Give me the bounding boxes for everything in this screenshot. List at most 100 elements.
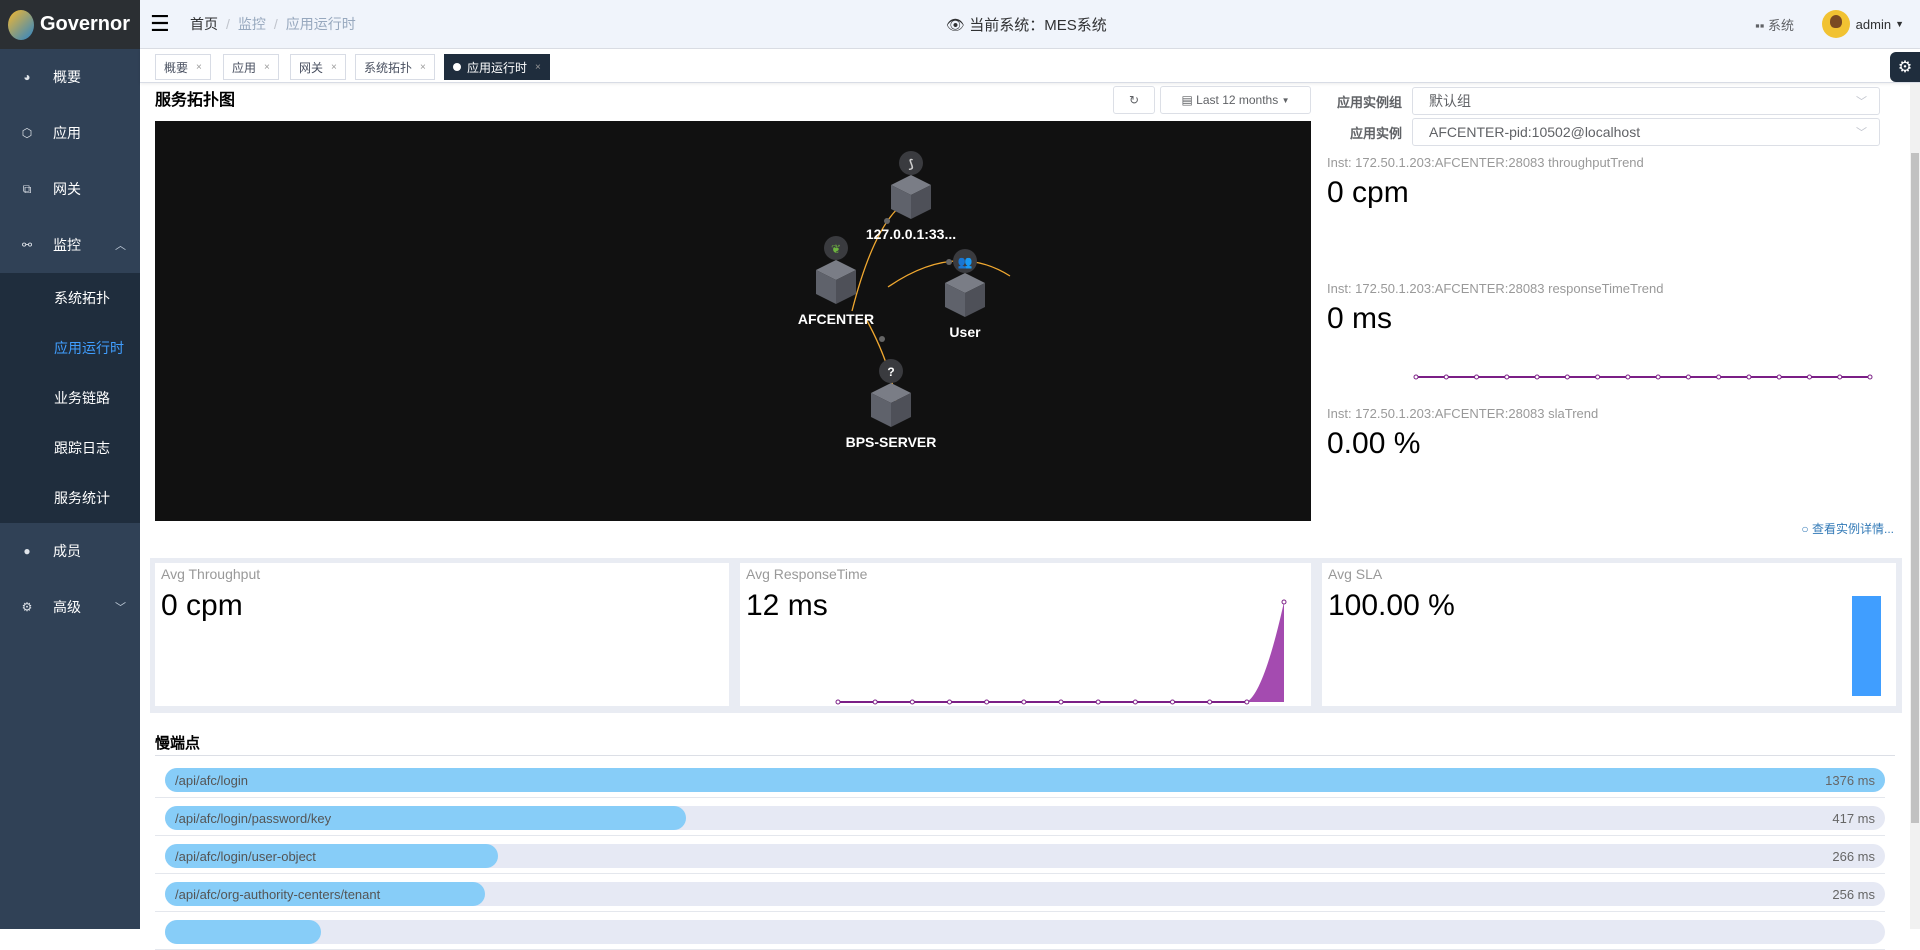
data-point	[909, 699, 915, 705]
svg-text:❦: ❦	[831, 242, 841, 256]
data-point	[1534, 374, 1540, 380]
avg-throughput-card: Avg Throughput 0 cpm	[155, 563, 729, 706]
chevron-down-icon: ﹀	[115, 602, 126, 614]
gateway-icon: ⧉	[22, 181, 32, 196]
sla-trend-value: 0.00 %	[1327, 427, 1421, 460]
endpoint-duration: 256 ms	[1832, 887, 1875, 902]
sidebar-item-app-runtime[interactable]: 应用运行时	[54, 340, 124, 356]
view-instance-details-link[interactable]: ○ 查看实例详情...	[1801, 520, 1894, 537]
logo[interactable]: Governor	[0, 0, 140, 49]
data-point	[1170, 699, 1175, 705]
select-value: 默认组	[1429, 93, 1471, 109]
breadcrumb-home[interactable]: 首页	[190, 16, 218, 32]
tab-app-runtime[interactable]: 应用运行时 ×	[444, 54, 550, 80]
sidebar-item-overview[interactable]: ◕ 概要	[0, 49, 140, 105]
instance-select[interactable]: AFCENTER-pid:10502@localhost ﹀	[1412, 118, 1880, 146]
slow-endpoint-row[interactable]: /api/afc/login/user-object 266 ms	[155, 836, 1885, 874]
tab-overview[interactable]: 概要 ×	[155, 54, 211, 80]
sidebar-item-trace-log[interactable]: 跟踪日志	[54, 440, 110, 456]
data-point	[1776, 374, 1782, 380]
tab-apps[interactable]: 应用 ×	[223, 54, 279, 80]
close-icon[interactable]: ×	[535, 61, 541, 73]
edge-afcenter-db	[851, 200, 908, 312]
svg-text:⟆: ⟆	[908, 157, 913, 171]
topology-node[interactable]: ❦ AFCENTER	[798, 236, 874, 327]
label: 网关	[53, 181, 81, 197]
logo-icon	[8, 9, 34, 40]
sidebar-item-service-stats[interactable]: 服务统计	[54, 490, 110, 506]
chevron-down-icon: ﹀	[1856, 127, 1867, 139]
refresh-button[interactable]: ↻	[1113, 86, 1155, 114]
chevron-up-icon: ︿	[115, 240, 126, 252]
time-range-label: Last 12 months	[1196, 93, 1279, 107]
topology-node[interactable]: 👥 User	[945, 249, 985, 340]
sidebar-item-members[interactable]: ● 成员	[0, 523, 140, 579]
tabs-bar: 概要 × 应用 × 网关 × 系统拓扑 × 应用运行时 ×	[140, 49, 1920, 83]
throughput-trend-value: 0 cpm	[1327, 176, 1409, 209]
tab-topology[interactable]: 系统拓扑 ×	[355, 54, 435, 80]
slow-endpoint-row[interactable]	[155, 912, 1885, 950]
throughput-trend-label: Inst: 172.50.1.203:AFCENTER:28083 throug…	[1327, 155, 1644, 170]
topology-node[interactable]: ? BPS-SERVER	[846, 359, 937, 450]
close-icon[interactable]: ×	[420, 61, 426, 73]
settings-gear-icon[interactable]: ⚙	[1890, 52, 1920, 82]
node-label: 127.0.0.1:33...	[866, 226, 956, 242]
topology-node[interactable]: ⟆ 127.0.0.1:33...	[866, 151, 956, 242]
slow-endpoint-row[interactable]: /api/afc/login/password/key 417 ms	[155, 798, 1885, 836]
topology-title: 服务拓扑图	[155, 92, 236, 109]
avatar	[1821, 10, 1850, 38]
gears-icon: ⚙	[21, 600, 33, 614]
endpoint-duration: 266 ms	[1832, 849, 1875, 864]
select-value: AFCENTER-pid:10502@localhost	[1429, 124, 1641, 140]
endpoint-duration: 1376 ms	[1825, 773, 1875, 788]
sidebar-item-business-trace[interactable]: 业务链路	[54, 390, 110, 406]
data-point	[1746, 374, 1752, 380]
area-fill	[1246, 602, 1284, 702]
data-point	[1564, 374, 1570, 380]
dashboard-icon: ◕	[23, 70, 31, 84]
endpoint-duration: 417 ms	[1832, 811, 1875, 826]
data-point	[1281, 599, 1287, 605]
sidebar-item-advanced[interactable]: ⚙ 高级 ﹀	[0, 579, 140, 635]
response-trend-value: 0 ms	[1327, 302, 1393, 335]
label: 成员	[53, 543, 81, 559]
endpoint-bar-fill	[165, 844, 498, 868]
endpoint-bar-track: /api/afc/org-authority-centers/tenant 256…	[165, 882, 1885, 906]
endpoint-bar-track	[165, 920, 1885, 944]
slow-endpoint-row[interactable]: /api/afc/org-authority-centers/tenant 256…	[155, 874, 1885, 912]
slow-endpoint-row[interactable]: /api/afc/login 1376 ms	[155, 760, 1885, 798]
topology-canvas[interactable]: ⟆ 127.0.0.1:33... ❦ AFCENTER 👥 User ? BP…	[155, 121, 1311, 521]
node-label: AFCENTER	[798, 311, 874, 327]
sidebar-item-gateway[interactable]: ⧉ 网关	[0, 161, 140, 217]
label: 应用	[53, 125, 81, 141]
user-menu[interactable]: admin ▼	[1821, 10, 1904, 38]
hamburger-icon[interactable]: ☰	[150, 11, 170, 36]
search-icon: ○	[1801, 522, 1809, 536]
time-range-picker[interactable]: ▤ Last 12 months ▼	[1160, 86, 1311, 114]
monitor-submenu: 系统拓扑 应用运行时 业务链路 跟踪日志 服务统计	[0, 273, 140, 523]
data-point	[1685, 374, 1691, 380]
instance-group-select[interactable]: 默认组 ﹀	[1412, 87, 1880, 115]
sidebar-item-monitor[interactable]: ⚯ 监控 ︿	[0, 217, 140, 273]
avg-sla-card: Avg SLA 100.00 %	[1322, 563, 1896, 706]
caret-down-icon: ▼	[1281, 95, 1290, 105]
close-icon[interactable]: ×	[331, 61, 337, 73]
close-icon[interactable]: ×	[264, 61, 270, 73]
scrollbar-thumb[interactable]	[1911, 153, 1919, 823]
question-icon	[879, 359, 903, 383]
endpoint-bar-track: /api/afc/login/user-object 266 ms	[165, 844, 1885, 868]
calendar-icon: ▤	[1181, 93, 1193, 107]
sidebar-item-apps[interactable]: ⬡ 应用	[0, 105, 140, 161]
close-icon[interactable]: ×	[196, 61, 202, 73]
label: 监控	[53, 237, 81, 253]
sidebar-item-topology[interactable]: 系统拓扑	[54, 290, 110, 306]
data-point	[1867, 374, 1873, 380]
tab-gateway[interactable]: 网关 ×	[290, 54, 346, 80]
data-point	[1058, 699, 1064, 705]
tab-label: 应用运行时	[467, 60, 528, 75]
svg-text:?: ?	[887, 365, 894, 379]
edge-afcenter-user	[887, 260, 1011, 288]
scrollbar[interactable]	[1910, 83, 1920, 929]
users-icon	[953, 249, 977, 273]
system-button[interactable]: ▪▪ 系统	[1755, 15, 1794, 34]
